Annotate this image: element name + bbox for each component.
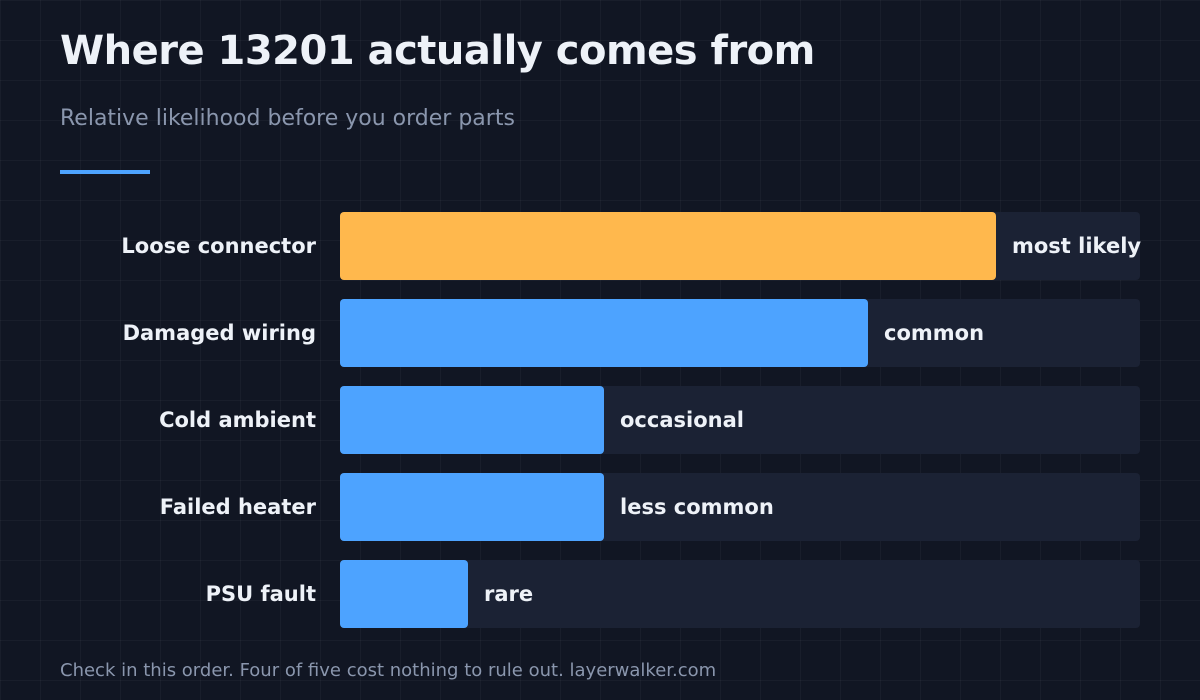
category-label: Loose connector [121,234,316,258]
bar-row: Cold ambient occasional [0,386,1200,454]
bar-row: PSU fault rare [0,560,1200,628]
chart-title: Where 13201 actually comes from [60,28,815,74]
footer-note: Check in this order. Four of five cost n… [60,660,717,681]
bar-row: Failed heater less common [0,473,1200,541]
accent-divider [60,170,150,174]
bar-track: occasional [340,386,1140,454]
category-label: Cold ambient [159,408,316,432]
bar-track: rare [340,560,1140,628]
category-label: PSU fault [205,582,316,606]
bar-value-label: occasional [620,408,744,432]
category-label: Failed heater [159,495,316,519]
category-label: Damaged wiring [122,321,316,345]
bar-track: common [340,299,1140,367]
bar-track: most likely [340,212,1142,280]
chart-subtitle: Relative likelihood before you order par… [60,106,515,131]
bar-value-label: less common [620,495,774,519]
bar-highlight [340,212,996,280]
bar [340,299,868,367]
bar-value-label: most likely [1012,234,1142,258]
bar [340,473,604,541]
bar [340,386,604,454]
bar [340,560,468,628]
bar-value-label: common [884,321,985,345]
bar-row: Loose connector most likely [0,212,1200,280]
bar-track: less common [340,473,1140,541]
bar-row: Damaged wiring common [0,299,1200,367]
bar-value-label: rare [484,582,534,606]
